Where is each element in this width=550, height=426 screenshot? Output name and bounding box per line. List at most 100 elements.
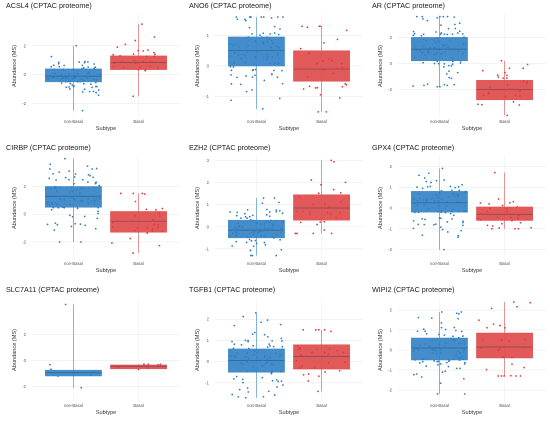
data-point — [151, 227, 154, 230]
data-point — [481, 103, 483, 106]
data-point — [419, 346, 422, 349]
data-point — [242, 381, 244, 384]
data-point — [422, 199, 425, 201]
y-tick-label: -2 — [22, 384, 26, 389]
data-point — [344, 82, 347, 85]
data-point — [338, 369, 341, 372]
data-point — [64, 176, 67, 179]
data-point — [246, 236, 249, 238]
data-point — [316, 86, 319, 89]
data-point — [323, 229, 326, 231]
data-point — [70, 225, 73, 228]
chart-title: SLC7A11 (CPTAC proteome) — [6, 285, 99, 294]
data-point — [440, 32, 443, 34]
data-point — [247, 391, 250, 393]
chart-title: EZH2 (CPTAC proteome) — [189, 143, 270, 152]
data-point — [68, 86, 70, 88]
data-point — [278, 97, 281, 100]
data-point — [296, 345, 299, 347]
data-point — [49, 163, 52, 166]
data-point — [80, 67, 83, 70]
data-point — [445, 73, 448, 75]
data-point — [154, 53, 156, 56]
data-point — [55, 186, 58, 188]
data-point — [63, 157, 66, 160]
data-point — [324, 203, 326, 205]
data-point — [298, 367, 301, 369]
data-point — [158, 244, 161, 247]
data-point — [443, 33, 446, 36]
data-point — [266, 346, 269, 349]
data-point — [48, 204, 51, 206]
data-point — [261, 202, 264, 205]
data-point — [252, 231, 255, 234]
data-point — [341, 66, 344, 69]
data-point — [260, 235, 263, 237]
data-point — [510, 216, 512, 219]
data-point — [146, 366, 149, 369]
data-point — [79, 192, 81, 195]
data-point — [526, 63, 529, 66]
data-point — [425, 180, 428, 183]
x-tick-label: Basal — [499, 261, 510, 266]
data-point — [508, 340, 511, 343]
data-point — [111, 242, 113, 244]
data-point — [91, 86, 93, 89]
x-tick-label: non-Basal — [64, 403, 83, 408]
x-axis-label: Subtype — [279, 268, 300, 274]
data-point — [426, 83, 429, 86]
data-point — [264, 234, 267, 237]
data-point — [235, 16, 238, 18]
data-point — [68, 88, 71, 90]
data-point — [458, 30, 461, 33]
data-point — [312, 232, 315, 235]
data-point — [136, 227, 139, 230]
data-point — [245, 75, 247, 77]
data-point — [266, 41, 269, 44]
data-point — [444, 211, 447, 214]
data-point — [271, 73, 273, 75]
data-point — [96, 217, 99, 220]
data-point — [421, 15, 424, 18]
data-point — [158, 212, 161, 215]
data-point — [250, 16, 252, 18]
data-point — [235, 375, 238, 378]
data-point — [442, 44, 444, 47]
y-tick-label: -1 — [388, 226, 392, 231]
data-point — [435, 53, 437, 55]
data-point — [93, 63, 95, 65]
data-point — [415, 15, 418, 18]
data-point — [278, 201, 280, 204]
data-point — [260, 36, 263, 39]
data-point — [144, 69, 147, 72]
data-point — [262, 41, 265, 44]
data-point — [269, 33, 272, 35]
data-point — [428, 46, 431, 49]
data-point — [247, 339, 249, 342]
data-point — [247, 347, 250, 350]
data-point — [414, 348, 417, 350]
data-point — [281, 340, 283, 342]
data-point — [271, 339, 274, 342]
data-point — [443, 179, 446, 182]
data-point — [239, 83, 242, 86]
data-point — [229, 355, 232, 358]
data-point — [279, 28, 281, 30]
data-point — [332, 188, 335, 191]
data-point — [426, 19, 429, 22]
data-point — [453, 326, 456, 329]
data-point — [278, 46, 281, 49]
data-point — [444, 207, 447, 210]
data-point — [248, 26, 251, 29]
data-point — [52, 68, 55, 71]
data-point — [86, 181, 89, 184]
data-point — [253, 230, 256, 233]
data-point — [64, 77, 67, 80]
data-point — [73, 76, 76, 79]
data-point — [47, 201, 50, 204]
data-point — [270, 371, 273, 373]
data-point — [295, 359, 298, 362]
data-point — [412, 350, 415, 352]
data-point — [277, 380, 280, 383]
data-point — [48, 177, 51, 180]
